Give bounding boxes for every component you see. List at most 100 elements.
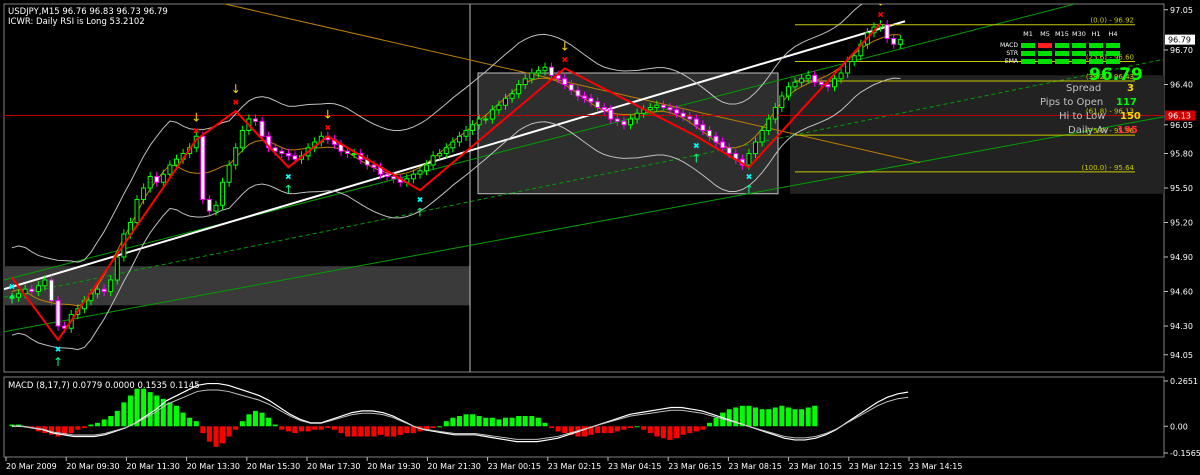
- low-marker-icon: ✖: [746, 172, 753, 181]
- candle-body: [345, 150, 351, 154]
- macd-bar: [470, 414, 476, 427]
- macd-bar: [483, 417, 489, 427]
- time-tick-label: 20 Mar 19:30: [367, 462, 420, 471]
- time-tick-label: 23 Mar 10:15: [789, 462, 842, 471]
- macd-bar: [108, 416, 114, 427]
- macd-bar: [279, 426, 285, 430]
- macd-bar: [700, 426, 706, 430]
- macd-bar: [726, 409, 732, 427]
- candle-body: [371, 164, 377, 168]
- macd-bar: [266, 417, 272, 427]
- macd-bar: [62, 426, 68, 435]
- macd-bar: [55, 426, 61, 437]
- macd-bar: [187, 417, 193, 427]
- high-marker-icon: ✖: [561, 55, 568, 64]
- macd-bar: [614, 426, 620, 432]
- candle-body: [608, 109, 614, 120]
- macd-bar: [299, 426, 305, 432]
- candle-body: [595, 101, 601, 108]
- candle-body: [430, 155, 436, 166]
- fib-level-label: (75.0) - 95.96: [1086, 127, 1135, 135]
- macd-bar: [799, 409, 805, 427]
- macd-bar: [772, 407, 778, 427]
- macd-bar: [753, 407, 759, 427]
- macd-bar: [351, 426, 357, 437]
- time-tick-label: 20 Mar 21:30: [427, 462, 480, 471]
- candle-body: [766, 118, 772, 131]
- macd-bar: [522, 416, 528, 427]
- trend-line: [4, 20, 906, 291]
- candle-body: [634, 112, 640, 120]
- macd-bar: [509, 417, 515, 427]
- macd-bar: [660, 426, 666, 439]
- macd-bar: [805, 407, 811, 427]
- candle-body: [654, 104, 660, 108]
- price-tick-label: 95.50: [1170, 184, 1193, 193]
- red-level-badge: [1165, 110, 1195, 121]
- fib-level-label: (38.2) - 96.43: [1086, 73, 1134, 81]
- candle-body: [529, 72, 535, 80]
- macd-bar: [450, 417, 456, 427]
- candle-body: [812, 74, 818, 83]
- hilo-label: Hi to Low: [1059, 111, 1105, 122]
- candle-body: [700, 124, 706, 131]
- candle-body: [562, 78, 568, 85]
- candle-body: [35, 285, 41, 292]
- price-tick-label: 94.05: [1170, 351, 1193, 360]
- candle-body: [647, 107, 653, 111]
- macd-bar: [345, 426, 351, 437]
- candle-body: [535, 70, 541, 74]
- candle-body: [285, 153, 291, 157]
- candle-body: [575, 89, 581, 97]
- macd-bar: [384, 426, 390, 437]
- candle-body: [450, 141, 456, 149]
- time-tick-label: 20 Mar 13:30: [187, 462, 240, 471]
- high-marker-icon: ✖: [232, 98, 239, 107]
- signal-cell: [1089, 43, 1103, 48]
- signal-cell: [1021, 51, 1035, 56]
- low-marker-icon: ✖: [285, 172, 292, 181]
- candle-body: [601, 107, 607, 111]
- candle-body: [391, 176, 397, 180]
- candle-body: [746, 153, 752, 166]
- candle-body: [141, 187, 147, 200]
- timeframe-label: H4: [1108, 30, 1117, 38]
- candle-body: [134, 199, 140, 223]
- macd-bar: [81, 426, 87, 428]
- macd-bar: [588, 426, 594, 435]
- time-tick-label: 23 Mar 06:15: [668, 462, 721, 471]
- candle-body: [476, 118, 482, 126]
- time-tick-label: 20 Mar 2009: [6, 462, 57, 471]
- candle-body: [628, 118, 634, 126]
- candle-body: [753, 141, 759, 154]
- signal-cell: [1072, 59, 1086, 64]
- macd-bar: [312, 426, 318, 430]
- macd-bar: [706, 422, 712, 427]
- macd-bar: [338, 426, 344, 434]
- buy-arrow-icon: ↑: [415, 205, 425, 219]
- signal-row-label: MACD: [1000, 42, 1018, 49]
- macd-bar: [397, 426, 403, 435]
- macd-bar: [647, 426, 653, 434]
- candle-body: [851, 55, 857, 62]
- macd-bar: [141, 388, 147, 427]
- signal-cell: [1021, 43, 1035, 48]
- red-level-label: 96.13: [1168, 112, 1191, 121]
- buy-arrow-icon: ↑: [7, 293, 17, 307]
- macd-bar: [226, 426, 232, 437]
- candle-body: [239, 130, 245, 149]
- signal-cell: [1072, 43, 1086, 48]
- candle-body: [272, 147, 278, 152]
- macd-bar: [674, 426, 680, 439]
- candle-body: [417, 170, 423, 175]
- macd-bar: [305, 426, 311, 432]
- macd-bar: [489, 417, 495, 427]
- candle-body: [726, 147, 732, 154]
- candle-body: [838, 72, 844, 80]
- macd-bar: [200, 426, 206, 434]
- candle-body: [443, 147, 449, 154]
- macd-bar: [114, 410, 120, 427]
- macd-panel[interactable]: [3, 376, 1165, 458]
- big-price: 96.79: [1089, 65, 1143, 85]
